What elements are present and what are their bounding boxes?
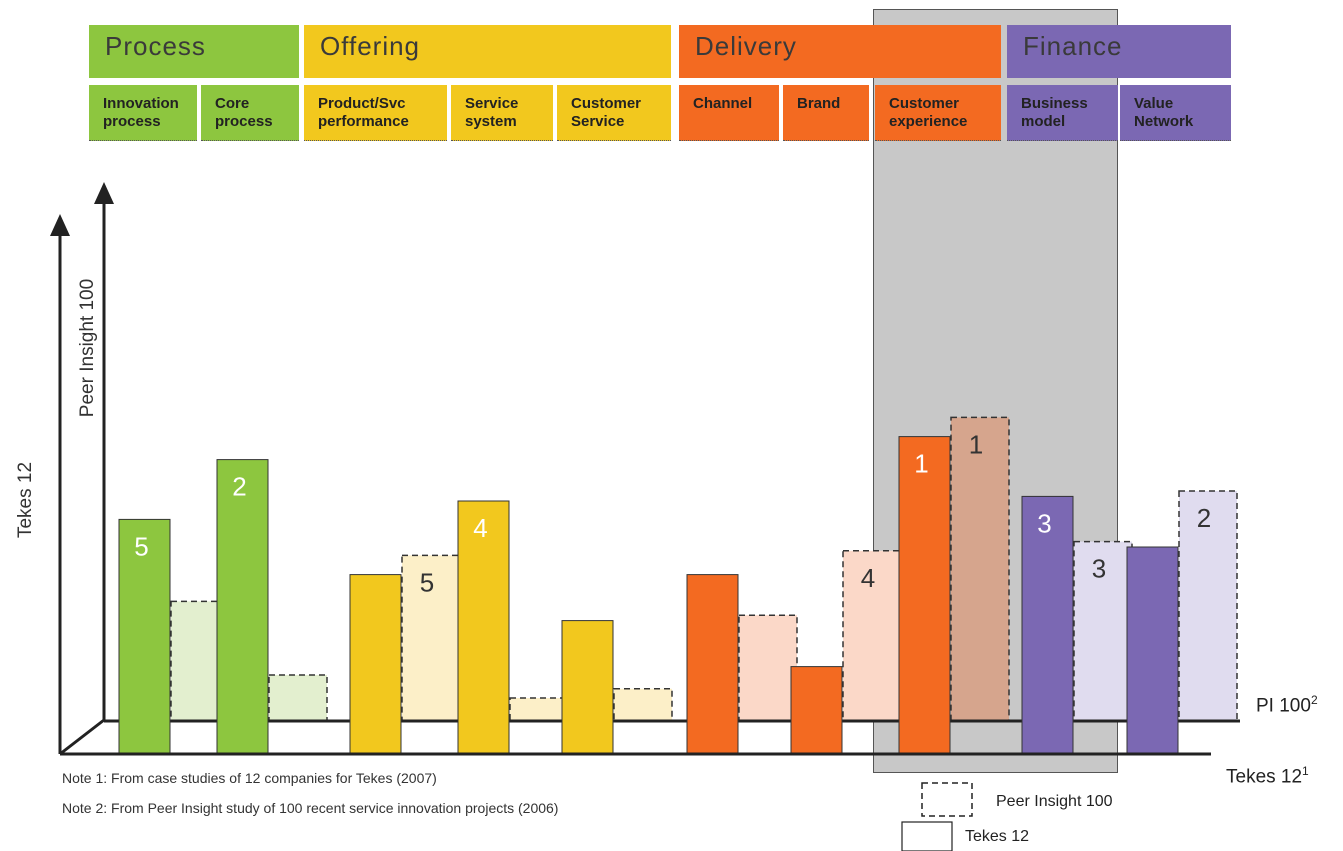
band-title-process: Process	[105, 31, 206, 61]
tekes-bar-value-network	[1126, 546, 1179, 755]
tekes-bar-core-process	[216, 459, 269, 755]
tekes-bars: 5 2 4 1 3	[118, 436, 1179, 755]
peer-insight-rank-customer-experience: 1	[969, 429, 983, 459]
sub-channel: Channel	[679, 85, 779, 141]
pi100-line-label: PI 1002	[1256, 693, 1318, 717]
tekes-bar-innovation-process	[118, 518, 171, 755]
legend-swatch-tekes	[901, 821, 953, 851]
band-offering: Offering	[304, 25, 671, 78]
tekes-bar-customer-service	[561, 620, 614, 755]
pi100-label-sup: 2	[1310, 693, 1318, 707]
tekes-line-label: Tekes 121	[1226, 764, 1309, 788]
band-process: Process	[89, 25, 299, 78]
peer-insight-rank-business-model: 3	[1092, 554, 1106, 584]
sub-innovation-process: Innovation process	[89, 85, 197, 141]
band-finance: Finance	[1007, 25, 1231, 78]
peer-insight-bar-core-process	[268, 674, 328, 722]
tekes-bar-channel	[686, 574, 739, 755]
sub-customer-experience: Customer experience	[875, 85, 1001, 141]
peer-insight-bars: 5 4 1 3 2	[170, 416, 1238, 722]
peer-insight-bar-customer-experience	[950, 416, 1010, 722]
sub-customer-service: Customer Service	[557, 85, 671, 141]
inner-axis-label: Peer Insight 100	[77, 279, 98, 417]
sub-business-model: Business model	[1007, 85, 1118, 141]
legend-label-tekes: Tekes 12	[965, 828, 1030, 845]
peer-insight-bar-value-network	[1178, 490, 1238, 722]
peer-insight-rank-brand: 4	[861, 563, 875, 593]
band-title-finance: Finance	[1023, 31, 1123, 61]
peer-insight-bar-customer-service	[613, 688, 673, 722]
note-2: Note 2: From Peer Insight study of 100 r…	[62, 800, 559, 816]
peer-insight-rank-value-network: 2	[1197, 503, 1211, 533]
peer-insight-bar-service-system	[509, 697, 569, 722]
peer-insight-bar-channel	[738, 614, 798, 722]
tekes-rank-customer-experience: 1	[914, 449, 928, 479]
outer-y-axis-arrow	[50, 214, 70, 236]
tekes-rank-service-system: 4	[473, 513, 487, 543]
legend-swatch-peer-insight	[921, 782, 973, 817]
sub-core-process: Core process	[201, 85, 299, 141]
depth-connector	[59, 718, 105, 756]
sub-value-network: Value Network	[1120, 85, 1231, 141]
tekes-label-text: Tekes 12	[1226, 766, 1303, 788]
band-delivery: Delivery	[679, 25, 1001, 78]
tekes-rank-core-process: 2	[232, 472, 246, 502]
peer-insight-rank-product-svc-performance: 5	[420, 567, 434, 597]
band-title-offering: Offering	[320, 31, 421, 61]
sub-brand: Brand	[783, 85, 869, 141]
note-1: Note 1: From case studies of 12 companie…	[62, 770, 437, 786]
tekes-bar-business-model	[1021, 495, 1074, 755]
inner-y-axis-arrow	[94, 182, 114, 204]
sub-product-svc-performance: Product/Svc performance	[304, 85, 447, 141]
peer-insight-bar-business-model	[1073, 540, 1133, 722]
pi100-label-text: PI 100	[1256, 695, 1311, 717]
tekes-bar-service-system	[457, 500, 510, 755]
tekes-bar-customer-experience	[898, 436, 951, 755]
sub-service-system: Service system	[451, 85, 553, 141]
tekes-bar-product-svc-performance	[349, 574, 402, 755]
tekes-rank-business-model: 3	[1037, 508, 1051, 538]
tekes-rank-innovation-process: 5	[134, 531, 148, 561]
tekes-bar-brand	[790, 666, 843, 755]
peer-insight-bar-brand	[842, 550, 902, 722]
tekes-label-sup: 1	[1302, 764, 1309, 778]
legend-label-peer-insight: Peer Insight 100	[996, 793, 1113, 810]
outer-axis-label: Tekes 12	[15, 462, 36, 538]
band-title-delivery: Delivery	[695, 31, 797, 61]
